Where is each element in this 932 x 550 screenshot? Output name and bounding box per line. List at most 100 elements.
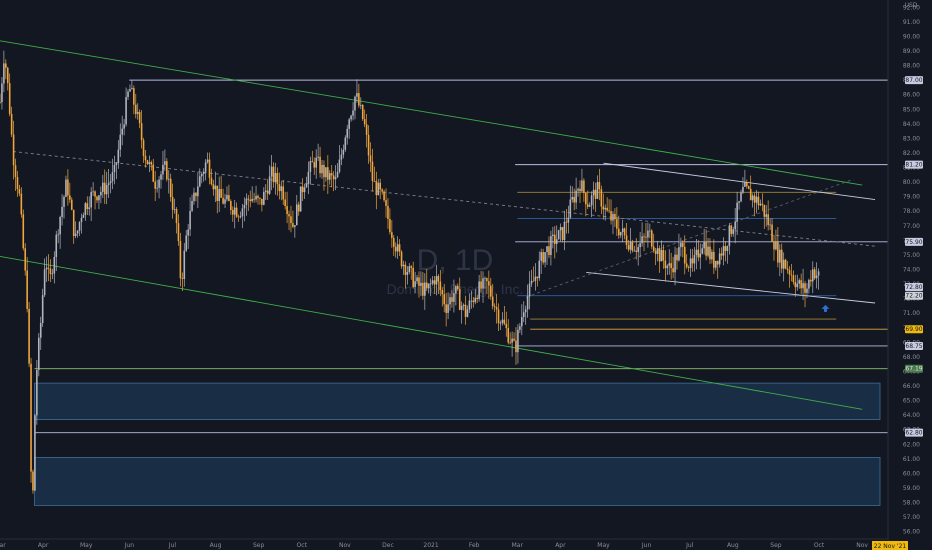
candle-body (327, 167, 329, 180)
candle-body (0, 101, 1, 103)
candle-body (711, 251, 713, 260)
candle-body (290, 216, 292, 224)
candle-body (660, 250, 663, 262)
demand-zone (34, 382, 881, 420)
candle-body (782, 259, 785, 269)
candle-body (573, 196, 575, 203)
candle-body (633, 250, 636, 252)
price-tag (905, 428, 923, 437)
candle-body (757, 196, 760, 206)
candle-body (685, 263, 688, 268)
candle-body (344, 137, 347, 150)
candle-body (319, 156, 321, 174)
candle-body (115, 163, 118, 165)
candle-body (680, 242, 682, 248)
price-tag-label: 68.75 (905, 343, 922, 350)
candle-body (268, 176, 271, 194)
candle-body (365, 124, 368, 135)
candle-body (643, 236, 645, 238)
candle-body (280, 186, 283, 192)
candle-body (179, 241, 182, 279)
candle-body (635, 250, 638, 252)
candle-body (354, 96, 356, 111)
candle-body (181, 278, 184, 280)
candle-body (282, 186, 285, 200)
candle-body (571, 196, 574, 200)
time-axis[interactable]: Mar Apr May Jun Jul Aug Sep Oct Nov Dec 2021 Feb Mar… (0, 538, 888, 550)
candle-body (169, 178, 172, 198)
price-tag-label: 62.80 (905, 430, 922, 437)
trendline (0, 255, 863, 410)
candle-body (175, 209, 178, 224)
x-tick-label: Jun (124, 542, 135, 549)
candle-body (631, 242, 634, 251)
candle-body (691, 258, 694, 264)
x-tick-label: Oct (814, 542, 825, 549)
candle-body (224, 199, 226, 204)
candle-body (546, 246, 548, 253)
x-tick-label: May (80, 542, 93, 549)
candle-body (608, 210, 610, 212)
candle-body (3, 63, 5, 84)
candle-body (134, 104, 137, 114)
candle-body (67, 179, 69, 196)
candle-body (751, 195, 754, 201)
corner-date-badge: 22 Nov '21 (872, 541, 908, 550)
candle-body (146, 160, 149, 165)
candle-body (264, 190, 267, 192)
candle-body (583, 180, 585, 194)
candle-body (34, 415, 36, 491)
candle-body (670, 263, 672, 269)
candle-body (10, 113, 13, 135)
y-tick-label: 66.00 (903, 383, 920, 390)
candle-body (410, 266, 413, 268)
candle-body (447, 304, 449, 313)
candle-body (695, 249, 698, 256)
candle-body (476, 297, 478, 300)
candle-body (389, 219, 391, 233)
candle-body (276, 172, 279, 185)
trendline (586, 271, 876, 304)
candle-body (307, 171, 310, 184)
candle-body (212, 184, 215, 190)
candle-body (489, 285, 492, 297)
candle-body (206, 159, 209, 163)
candle-body (449, 297, 451, 305)
candle-body (418, 277, 420, 286)
candle-body (749, 188, 752, 201)
candle-body (336, 171, 339, 178)
candle-body (348, 119, 350, 129)
x-tick-label: Sep (253, 542, 265, 549)
candle-body (676, 254, 678, 261)
candle-body (726, 246, 729, 251)
y-tick-label: 90.00 (903, 33, 920, 40)
price-tag-label: 67.19 (905, 366, 922, 373)
candle-body (377, 182, 380, 195)
y-tick-label: 91.00 (903, 19, 920, 26)
candle-body (235, 207, 238, 217)
candle-body (133, 88, 135, 105)
candle-body (649, 230, 651, 232)
candle-body (270, 166, 273, 177)
candle-body (197, 186, 199, 197)
candle-body (303, 187, 306, 193)
candle-body (656, 248, 659, 254)
candle-body (548, 246, 550, 255)
candle-body (804, 283, 806, 293)
candle-body (12, 134, 15, 166)
candle-body (480, 281, 482, 289)
candle-body (769, 224, 771, 226)
candle-body (39, 323, 42, 338)
candle-body (499, 322, 502, 324)
price-axis[interactable]: USD 56.00 57.00 58.00 59.00 60.00 61.00 62.00 6… (887, 0, 932, 550)
candle-body (765, 214, 768, 217)
price-tag (905, 282, 923, 291)
candle-body (14, 165, 17, 178)
y-tick-label: 59.00 (903, 485, 920, 492)
candle-body (482, 278, 484, 289)
candle-body (129, 89, 131, 92)
candle-body (352, 110, 354, 116)
candle-body (8, 83, 11, 114)
candle-body (195, 192, 197, 197)
